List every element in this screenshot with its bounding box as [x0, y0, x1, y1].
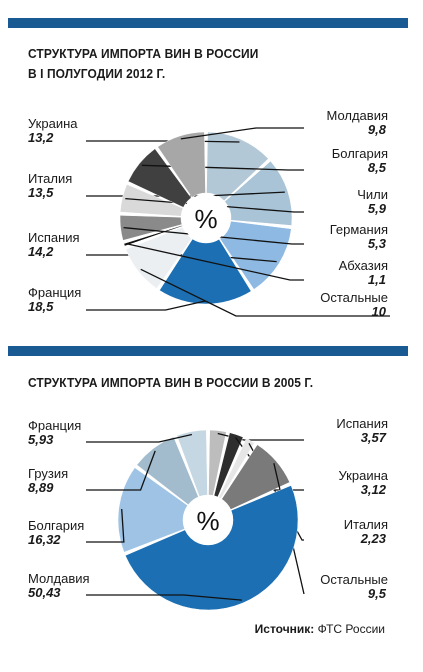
middle-rule — [8, 346, 408, 356]
c1-label-france: Франция — [28, 285, 82, 300]
c2-value-italy: 2,23 — [360, 531, 386, 546]
c2-value-other: 9,5 — [367, 586, 386, 601]
source-note: Источник: ФТС России — [255, 622, 385, 636]
chart2-title: СТРУКТУРА ИМПОРТА ВИН В РОССИИ В 2005 Г. — [28, 375, 314, 390]
leader-line-2-5 — [86, 594, 242, 601]
source-label: Источник: — [254, 622, 315, 636]
leader-line-1-1 — [86, 140, 240, 143]
c2-value-georgia: 8,89 — [28, 480, 54, 495]
pie-slice-1-7 — [119, 215, 183, 241]
c2-value-bulgaria: 16,32 — [28, 532, 61, 547]
c1-value-france: 18,5 — [28, 299, 54, 314]
c1-label-spain: Испания — [28, 230, 80, 245]
leader-line-1-5 — [140, 268, 390, 317]
pie-slice-1-1 — [206, 131, 269, 202]
pie-slice-2-7 — [136, 436, 199, 506]
pie-center-2 — [184, 496, 232, 544]
c1-value-italy: 13,5 — [28, 185, 54, 200]
c2-label-georgia: Грузия — [28, 466, 69, 481]
c2-label-spain: Испания — [336, 416, 388, 431]
pie-center-label-2: % — [196, 506, 219, 536]
pie-chart-2: % — [86, 429, 305, 611]
pie-slice-2-6 — [117, 467, 189, 553]
c1-label-abkhazia: Абхазия — [338, 258, 388, 273]
pie-slice-1-4 — [159, 238, 252, 305]
c1-label-other: Остальные — [320, 290, 388, 305]
top-rule — [8, 18, 408, 28]
c2-label-other: Остальные — [320, 572, 388, 587]
c2-label-moldova: Молдавия — [28, 571, 90, 586]
c1-label-moldova: Молдавия — [326, 108, 388, 123]
pie-slice-2-1 — [208, 429, 227, 496]
pie-chart-1: % — [86, 127, 390, 317]
chart1-title: СТРУКТУРА ИМПОРТА ВИН В РОССИИ — [28, 46, 259, 61]
source-text: ФТС России — [317, 622, 385, 636]
c1-value-other: 10 — [371, 304, 386, 319]
c1-label-ukraine: Украина — [28, 116, 78, 131]
pie-slice-1-5 — [125, 226, 193, 289]
c1-value-bulgaria: 8,5 — [367, 160, 386, 175]
c2-value-france: 5,93 — [28, 432, 54, 447]
pie-slice-1-10 — [157, 131, 206, 198]
pie-slice-1-9 — [127, 148, 192, 208]
c2-value-moldova: 50,43 — [28, 585, 61, 600]
pie-center-1 — [182, 194, 230, 242]
c1-value-ukraine: 13,2 — [28, 130, 54, 145]
leader-line-1-10 — [180, 127, 304, 140]
pie-slice-2-2 — [213, 432, 244, 498]
c1-value-chile: 5,9 — [367, 201, 386, 216]
leader-line-2-6 — [86, 508, 125, 543]
chart1-subtitle: В I ПОЛУГОДИИ 2012 Г. — [28, 66, 166, 81]
c1-value-germany: 5,3 — [367, 236, 386, 251]
c1-label-italy: Италия — [28, 171, 73, 186]
pie-slice-2-4 — [221, 444, 291, 510]
c1-value-moldova: 9,8 — [367, 122, 386, 137]
pie-slice-2-8 — [176, 429, 208, 497]
c1-label-germany: Германия — [329, 222, 388, 237]
c1-label-chile: Чили — [357, 187, 388, 202]
c1-value-spain: 14,2 — [28, 244, 54, 259]
c2-label-ukraine: Украина — [338, 468, 389, 483]
c2-label-bulgaria: Болгария — [28, 518, 85, 533]
c1-label-bulgaria: Болгария — [331, 146, 388, 161]
leader-line-1-7 — [123, 226, 304, 245]
pie-center-label-1: % — [194, 204, 217, 234]
leader-line-2-7 — [86, 450, 156, 491]
leader-line-1-4 — [86, 300, 206, 311]
pie-slice-2-3 — [218, 438, 255, 499]
c1-value-abkhazia: 1,1 — [367, 272, 386, 287]
leader-line-1-6 — [127, 243, 304, 281]
c2-label-france: Франция — [28, 418, 82, 433]
c2-value-ukraine: 3,12 — [360, 482, 386, 497]
leader-line-2-8 — [86, 433, 193, 443]
leader-line-2-1 — [217, 432, 304, 441]
c2-label-italy: Италия — [343, 517, 388, 532]
pie-slice-2-5 — [124, 485, 299, 611]
pie-slice-1-6 — [123, 225, 183, 247]
c2-value-spain: 3,57 — [360, 430, 386, 445]
